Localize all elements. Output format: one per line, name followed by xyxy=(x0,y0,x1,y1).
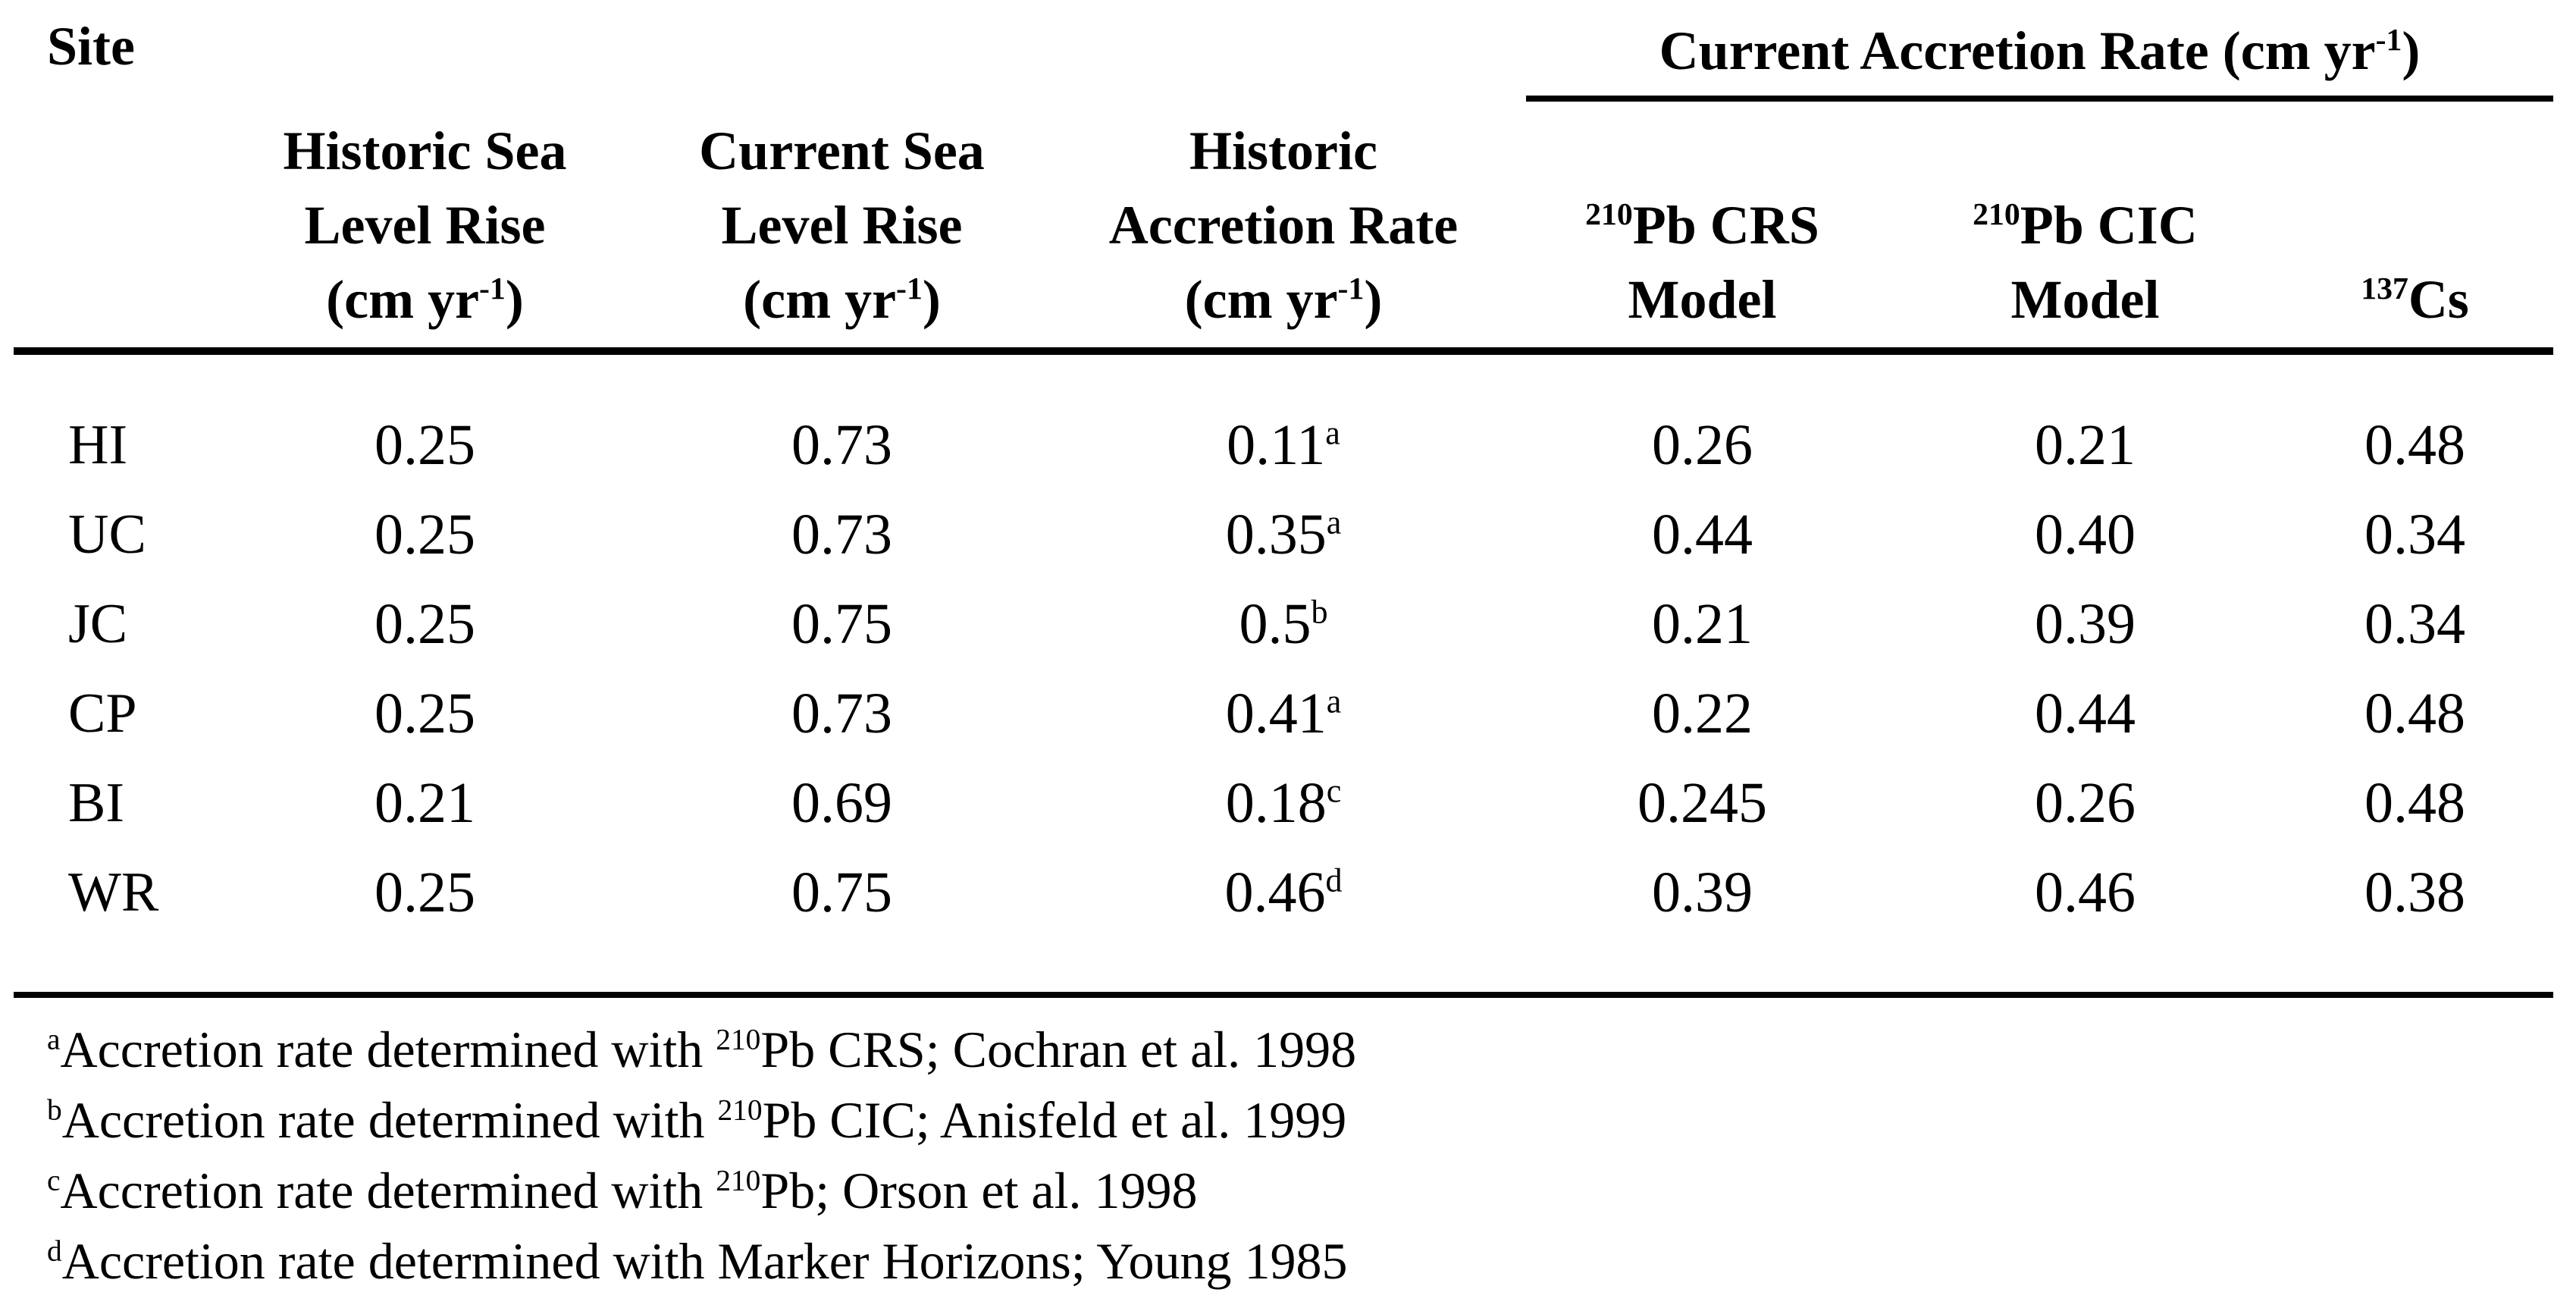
footnote-c: cAccretion rate determined with 210Pb; O… xyxy=(47,1162,1198,1219)
col-header-line: (cm yr-1) xyxy=(743,269,941,330)
col-header-line: Current Sea xyxy=(699,121,985,181)
table-row-wr: WR 0.25 0.75 0.46d 0.39 0.46 0.38 xyxy=(14,848,2553,937)
table-row-hi: HI 0.25 0.73 0.11a 0.26 0.21 0.48 xyxy=(14,400,2553,490)
col-header-line: Historic xyxy=(1189,121,1377,181)
col-header-line: Historic Sea xyxy=(283,121,567,181)
col-header-site: Site xyxy=(14,0,222,355)
group-header-current-accretion: Current Accretion Rate (cm yr-1) xyxy=(1511,0,2554,114)
cell-pb-cic: 0.46 xyxy=(2035,860,2136,924)
header-row-group: Site Current Accretion Rate (cm yr-1) xyxy=(14,0,2554,355)
cell-site: HI xyxy=(68,413,128,476)
table-row-cp: CP 0.25 0.73 0.41a 0.22 0.44 0.48 xyxy=(14,669,2553,758)
cell-pb-crs: 0.22 xyxy=(1652,681,1753,745)
table-row-uc: UC 0.25 0.73 0.35a 0.44 0.40 0.34 xyxy=(14,490,2553,579)
accretion-rate-table: Site Current Accretion Rate (cm yr-1) Hi… xyxy=(14,0,2554,998)
table-page: Site Current Accretion Rate (cm yr-1) Hi… xyxy=(14,0,2554,1297)
col-header-cs137: 137Cs xyxy=(2277,114,2554,355)
col-header-line: Level Rise xyxy=(721,195,963,256)
table-row-jc: JC 0.25 0.75 0.5b 0.21 0.39 0.34 xyxy=(14,579,2553,669)
header-empty-spacer xyxy=(222,0,1511,114)
cell-current-slr: 0.73 xyxy=(791,681,892,745)
cell-historic-accretion: 0.18c xyxy=(1225,770,1342,835)
col-header-line: Model xyxy=(2010,269,2160,330)
table-row-bi: BI 0.21 0.69 0.18c 0.245 0.26 0.48 xyxy=(14,758,2553,848)
cell-site: JC xyxy=(68,592,128,655)
col-header-line: Model xyxy=(1628,269,1777,330)
cell-historic-slr: 0.25 xyxy=(374,502,475,566)
cell-historic-slr: 0.21 xyxy=(374,770,475,835)
footnote-a: aAccretion rate determined with 210Pb CR… xyxy=(47,1021,1357,1078)
cell-site: UC xyxy=(68,503,146,566)
cell-cs137: 0.34 xyxy=(2364,591,2465,656)
col-header-line: Level Rise xyxy=(304,195,546,256)
cell-pb-cic: 0.21 xyxy=(2035,413,2136,477)
cell-site: CP xyxy=(68,682,137,745)
cell-historic-accretion: 0.35a xyxy=(1225,502,1342,566)
cell-cs137: 0.48 xyxy=(2364,681,2465,745)
cell-historic-slr: 0.25 xyxy=(374,860,475,924)
spacer-row xyxy=(14,937,2554,998)
group-header-label: Current Accretion Rate (cm yr-1) xyxy=(1526,18,2554,102)
cell-pb-crs: 0.26 xyxy=(1652,413,1753,477)
cell-pb-cic: 0.40 xyxy=(2035,502,2136,566)
col-header-line: 210Pb CIC xyxy=(1973,195,2198,256)
cell-current-slr: 0.69 xyxy=(791,770,892,835)
col-header-historic-accretion: Historic Accretion Rate (cm yr-1) xyxy=(1056,114,1511,355)
cell-pb-crs: 0.44 xyxy=(1652,502,1753,566)
cell-historic-slr: 0.25 xyxy=(374,681,475,745)
col-header-line: 137Cs xyxy=(2361,269,2469,330)
cell-current-slr: 0.75 xyxy=(791,860,892,924)
cell-historic-accretion: 0.46d xyxy=(1224,860,1343,924)
col-header-line: 210Pb CRS xyxy=(1585,195,1819,256)
cell-historic-accretion: 0.41a xyxy=(1225,681,1342,745)
footnote-d: dAccretion rate determined with Marker H… xyxy=(47,1232,1348,1290)
cell-pb-crs: 0.39 xyxy=(1652,860,1753,924)
col-header-line: (cm yr-1) xyxy=(326,269,524,330)
cell-historic-accretion: 0.5b xyxy=(1239,591,1328,656)
col-header-line: (cm yr-1) xyxy=(1184,269,1383,330)
cell-current-slr: 0.73 xyxy=(791,502,892,566)
col-header-pb-crs-model: 210Pb CRS Model xyxy=(1511,114,1894,355)
cell-pb-crs: 0.21 xyxy=(1652,591,1753,656)
cell-pb-crs: 0.245 xyxy=(1637,770,1767,835)
cell-historic-accretion: 0.11a xyxy=(1227,413,1340,477)
cell-pb-cic: 0.39 xyxy=(2035,591,2136,656)
col-header-pb-cic-model: 210Pb CIC Model xyxy=(1894,114,2277,355)
footnotes-section: aAccretion rate determined with 210Pb CR… xyxy=(14,998,2553,1297)
cell-current-slr: 0.73 xyxy=(791,413,892,477)
cell-pb-cic: 0.44 xyxy=(2035,681,2136,745)
cell-cs137: 0.38 xyxy=(2364,860,2465,924)
header-row-columns: Historic Sea Level Rise (cm yr-1) Curren… xyxy=(14,114,2554,355)
footnote-b: bAccretion rate determined with 210Pb CI… xyxy=(47,1091,1347,1149)
cell-site: BI xyxy=(68,771,124,834)
cell-site: WR xyxy=(68,861,159,924)
spacer-row xyxy=(14,351,2553,400)
cell-historic-slr: 0.25 xyxy=(374,413,475,477)
cell-pb-cic: 0.26 xyxy=(2035,770,2136,835)
cell-historic-slr: 0.25 xyxy=(374,591,475,656)
cell-current-slr: 0.75 xyxy=(791,591,892,656)
cell-cs137: 0.48 xyxy=(2364,413,2465,477)
cell-cs137: 0.34 xyxy=(2364,502,2465,566)
col-header-historic-slr: Historic Sea Level Rise (cm yr-1) xyxy=(222,114,628,355)
col-header-line: Accretion Rate xyxy=(1108,195,1459,256)
cell-cs137: 0.48 xyxy=(2364,770,2465,835)
col-header-current-slr: Current Sea Level Rise (cm yr-1) xyxy=(628,114,1056,355)
